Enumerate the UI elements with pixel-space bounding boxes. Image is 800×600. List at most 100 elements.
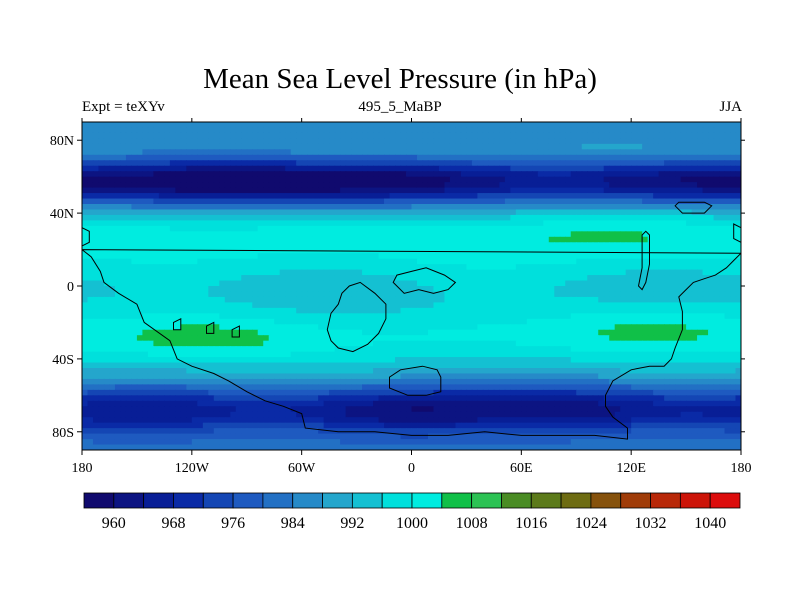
field-cell [675, 143, 682, 150]
field-cell [114, 269, 122, 276]
field-cell [532, 127, 539, 134]
field-cell [301, 198, 308, 205]
field-cell [416, 302, 424, 309]
field-cell [647, 193, 654, 200]
field-cell [367, 258, 374, 265]
field-cell [658, 171, 665, 178]
field-cell [246, 335, 253, 342]
field-cell [526, 149, 533, 156]
field-cell [642, 132, 649, 139]
field-cell [356, 154, 363, 161]
field-cell [186, 231, 193, 238]
field-cell [334, 204, 341, 211]
field-cell [510, 220, 517, 227]
field-cell [686, 171, 693, 178]
field-cell [499, 247, 506, 254]
field-cell [735, 176, 741, 183]
field-cell [329, 236, 336, 243]
field-cell [587, 340, 594, 347]
field-cell [477, 187, 484, 194]
field-cell [224, 209, 231, 216]
field-cell [213, 187, 220, 194]
field-cell [120, 318, 127, 325]
field-cell [433, 296, 440, 303]
field-cell [208, 236, 215, 243]
field-cell [499, 143, 506, 150]
field-cell [400, 335, 407, 342]
field-cell [125, 198, 133, 205]
field-cell [296, 346, 303, 353]
field-cell [504, 253, 511, 260]
field-cell [384, 214, 391, 221]
field-cell [136, 176, 144, 183]
field-cell [669, 182, 676, 189]
field-cell [351, 269, 358, 276]
field-cell [114, 198, 122, 205]
field-cell [565, 242, 572, 249]
field-cell [658, 253, 665, 260]
field-cell [323, 127, 330, 134]
field-cell [526, 171, 533, 178]
field-cell [537, 193, 544, 200]
field-cell [219, 143, 226, 150]
field-cell [455, 154, 462, 161]
field-cell [433, 187, 440, 194]
field-cell [471, 209, 478, 216]
field-cell [318, 209, 325, 216]
field-cell [180, 313, 187, 320]
field-cell [697, 318, 704, 325]
field-cell [455, 132, 462, 139]
field-cell [175, 329, 182, 336]
field-cell [158, 204, 165, 211]
field-cell [147, 307, 154, 314]
field-cell [296, 176, 303, 183]
field-cell [427, 242, 435, 249]
field-cell [702, 324, 709, 331]
field-cell [191, 127, 198, 134]
field-cell [658, 193, 665, 200]
field-cell [301, 275, 308, 282]
field-cell [153, 176, 160, 183]
field-cell [142, 318, 149, 325]
field-cell [482, 269, 489, 276]
field-cell [208, 307, 215, 314]
field-cell [691, 269, 698, 276]
field-cell [620, 296, 627, 303]
field-cell [658, 198, 665, 205]
field-cell [702, 138, 709, 145]
field-cell [318, 313, 325, 320]
field-cell [312, 286, 319, 293]
field-cell [576, 286, 583, 293]
field-cell [565, 302, 572, 309]
field-cell [142, 127, 149, 134]
field-cell [642, 324, 649, 331]
field-cell [82, 253, 89, 260]
field-cell [482, 242, 489, 249]
field-cell [455, 225, 462, 232]
field-cell [532, 193, 539, 200]
field-cell [449, 242, 457, 249]
field-cell [543, 122, 550, 129]
field-cell [230, 280, 237, 287]
field-cell [592, 264, 599, 271]
field-cell [554, 231, 561, 238]
field-cell [493, 329, 500, 336]
field-cell [433, 280, 440, 287]
field-cell [504, 160, 511, 167]
field-cell [642, 275, 649, 282]
field-cell [241, 318, 248, 325]
field-cell [724, 132, 731, 139]
field-cell [669, 242, 676, 249]
field-cell [526, 214, 533, 221]
field-cell [603, 127, 610, 134]
field-cell [603, 154, 610, 161]
field-cell [532, 225, 539, 232]
field-cell [378, 264, 385, 271]
field-cell [543, 236, 550, 243]
field-cell [702, 313, 709, 320]
field-cell [504, 225, 511, 232]
field-cell [406, 296, 413, 303]
field-cell [570, 143, 577, 150]
field-cell [565, 138, 572, 145]
field-cell [318, 253, 325, 260]
